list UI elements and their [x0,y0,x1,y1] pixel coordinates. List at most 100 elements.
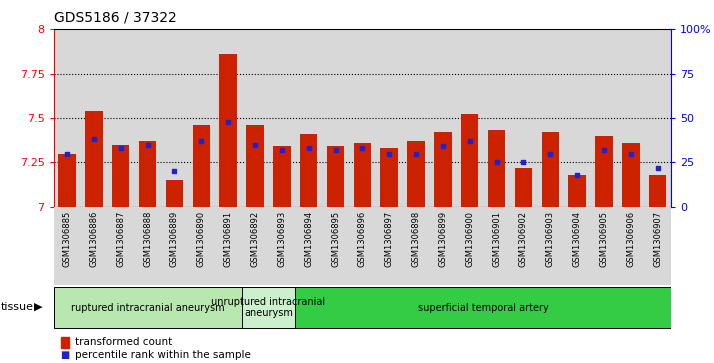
Text: percentile rank within the sample: percentile rank within the sample [75,350,251,360]
Bar [542,132,559,207]
Bar [327,146,344,207]
Bar [649,175,666,207]
Bar [430,207,456,285]
Point [88,136,99,142]
Point [545,151,556,156]
Bar [376,207,403,285]
Point [249,142,261,147]
Bar [81,207,107,285]
Bar [461,114,478,207]
Text: GSM1306895: GSM1306895 [331,211,340,267]
Point [411,151,422,156]
Bar [403,207,430,285]
FancyBboxPatch shape [241,287,295,328]
Bar [273,146,291,207]
Bar [112,144,129,207]
Bar [515,168,532,207]
Bar [295,207,322,285]
Point [383,151,395,156]
Point [222,119,233,125]
Bar [590,207,618,285]
Bar [188,207,215,285]
Bar [456,207,483,285]
Bar [107,207,134,285]
Bar [241,207,268,285]
Text: GSM1306890: GSM1306890 [197,211,206,267]
Text: GSM1306894: GSM1306894 [304,211,313,267]
Point [357,145,368,151]
Bar [483,207,510,285]
Text: GSM1306903: GSM1306903 [545,211,555,267]
Bar [219,54,237,207]
Point [330,147,341,153]
Text: GSM1306887: GSM1306887 [116,211,125,267]
Bar [322,207,349,285]
Point [61,151,73,156]
Text: unruptured intracranial
aneurysm: unruptured intracranial aneurysm [211,297,326,318]
Point [437,143,448,149]
Bar [595,136,613,207]
Text: GSM1306891: GSM1306891 [223,211,233,267]
Text: GSM1306905: GSM1306905 [600,211,608,267]
Text: superficial temporal artery: superficial temporal artery [418,303,548,313]
Bar [134,207,161,285]
Bar [381,148,398,207]
Text: GSM1306906: GSM1306906 [626,211,635,267]
Bar [139,141,156,207]
Bar [510,207,537,285]
Bar [622,143,640,207]
FancyBboxPatch shape [295,287,671,328]
Text: GSM1306900: GSM1306900 [466,211,474,267]
Bar [246,125,263,207]
Text: transformed count: transformed count [75,337,172,347]
Text: ■: ■ [61,350,69,360]
Bar [353,143,371,207]
Point [598,147,610,153]
Text: GSM1306892: GSM1306892 [251,211,259,267]
Bar [59,154,76,207]
Point [276,147,288,153]
Text: GSM1306907: GSM1306907 [653,211,662,267]
Text: GSM1306901: GSM1306901 [492,211,501,267]
Text: GSM1306904: GSM1306904 [573,211,582,267]
Text: tissue: tissue [1,302,34,312]
Text: GSM1306886: GSM1306886 [89,211,99,267]
Point [571,172,583,178]
Bar [644,207,671,285]
Point [491,160,503,166]
Text: GSM1306889: GSM1306889 [170,211,179,267]
Bar [488,130,506,207]
Bar [85,111,103,207]
Point [303,145,314,151]
Point [652,165,663,171]
Bar [434,132,452,207]
Bar [568,175,586,207]
Bar [193,125,210,207]
Point [625,151,637,156]
Bar [215,207,241,285]
Text: ruptured intracranial aneurysm: ruptured intracranial aneurysm [71,303,224,313]
Bar [300,134,318,207]
Text: GSM1306902: GSM1306902 [519,211,528,267]
Text: ▶: ▶ [34,302,43,312]
Bar [407,141,425,207]
Point [518,160,529,166]
Point [115,145,126,151]
Text: GSM1306899: GSM1306899 [438,211,448,267]
Bar [349,207,376,285]
Text: GSM1306897: GSM1306897 [385,211,393,267]
Bar [564,207,590,285]
Text: GSM1306896: GSM1306896 [358,211,367,267]
Text: GSM1306885: GSM1306885 [63,211,71,267]
Text: GSM1306893: GSM1306893 [277,211,286,267]
Point [196,138,207,144]
Text: GSM1306898: GSM1306898 [411,211,421,267]
Point [464,138,476,144]
FancyBboxPatch shape [54,287,241,328]
Point [142,142,154,147]
Text: GDS5186 / 37322: GDS5186 / 37322 [54,11,176,25]
Point [169,168,180,174]
Text: GSM1306888: GSM1306888 [143,211,152,267]
Bar [618,207,644,285]
Bar [161,207,188,285]
